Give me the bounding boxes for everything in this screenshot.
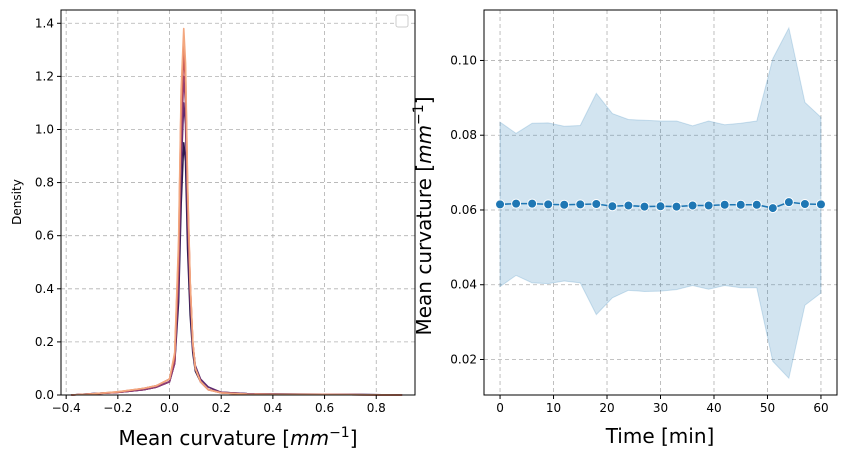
- data-point: [623, 200, 634, 211]
- kde-series-line: [71, 102, 403, 396]
- kde-x-axis-label: Mean curvature [mm−1]: [118, 425, 357, 450]
- kde-y-axis-label: Density: [10, 179, 24, 225]
- kde-density-plot: −0.4 −0.2 0.0 0.2 0.4 0.6 0.8 0.0 0.2 0.4 0.6 0.8 1…: [10, 9, 416, 450]
- time-series-y-tick-label: 0.02: [450, 352, 477, 366]
- time-series-x-tick-label: 0: [496, 401, 504, 415]
- data-point: [543, 199, 554, 210]
- time-series-x-tick-label: 30: [653, 401, 668, 415]
- data-point: [719, 199, 730, 210]
- data-point: [527, 198, 538, 209]
- time-series-y-tick-label: 0.04: [450, 278, 477, 292]
- time-series-y-tick-label: 0.10: [450, 53, 477, 67]
- time-series-y-axis-label: Mean curvature [mm−1]: [411, 96, 436, 335]
- time-series-plot: 0 10 20 30 40 50 60 0.02 0.04 0.06 0.08 0.10 Time …: [411, 9, 838, 448]
- kde-series-line: [71, 27, 403, 396]
- kde-y-tick-label: 1.0: [35, 122, 54, 136]
- data-point: [783, 197, 794, 208]
- time-series-x-ticks: 0 10 20 30 40 50 60: [496, 395, 829, 415]
- time-series-x-tick-label: 10: [546, 401, 561, 415]
- time-series-x-tick-label: 60: [813, 401, 828, 415]
- kde-series-line: [71, 54, 403, 396]
- mean-curvature-markers: [495, 197, 826, 214]
- data-point: [751, 199, 762, 210]
- kde-curves: [71, 27, 403, 396]
- kde-y-tick-label: 1.2: [35, 69, 54, 83]
- kde-y-tick-label: 0.8: [35, 176, 54, 190]
- kde-grid: [61, 10, 415, 396]
- time-series-x-tick-label: 50: [760, 401, 775, 415]
- time-series-y-tick-label: 0.06: [450, 203, 477, 217]
- data-point: [687, 200, 698, 211]
- time-series-x-axis-label: Time [min]: [605, 424, 715, 448]
- data-point: [607, 201, 618, 212]
- kde-y-tick-label: 0.2: [35, 335, 54, 349]
- data-point: [815, 199, 826, 210]
- kde-x-tick-label: −0.2: [103, 401, 132, 415]
- kde-legend-box: [395, 14, 409, 28]
- kde-y-tick-label: 0.4: [35, 282, 54, 296]
- data-point: [655, 201, 666, 212]
- kde-axes-frame: [60, 9, 416, 396]
- time-series-x-tick-label: 20: [599, 401, 614, 415]
- data-point: [703, 200, 714, 211]
- time-series-y-tick-label: 0.08: [450, 128, 477, 142]
- kde-y-tick-label: 0.6: [35, 229, 54, 243]
- data-point: [511, 198, 522, 209]
- kde-y-tick-label: 0.0: [35, 388, 54, 402]
- kde-series-line: [71, 141, 403, 396]
- data-point: [559, 199, 570, 210]
- data-point: [735, 199, 746, 210]
- kde-y-tick-label: 1.4: [35, 16, 54, 30]
- data-point: [639, 201, 650, 212]
- kde-x-tick-label: 0.8: [367, 401, 386, 415]
- data-point: [591, 198, 602, 209]
- data-point: [799, 198, 810, 209]
- kde-x-tick-label: −0.4: [52, 401, 81, 415]
- kde-y-ticks: 0.0 0.2 0.4 0.6 0.8 1.0 1.2 1.4: [35, 16, 61, 402]
- kde-x-tick-label: 0.2: [212, 401, 231, 415]
- data-point: [495, 199, 506, 210]
- kde-x-tick-label: 0.4: [263, 401, 282, 415]
- time-series-y-ticks: 0.02 0.04 0.06 0.08 0.10: [450, 53, 484, 366]
- data-point: [767, 203, 778, 214]
- data-point: [671, 201, 682, 212]
- kde-x-tick-label: 0.6: [315, 401, 334, 415]
- kde-x-tick-label: 0.0: [160, 401, 179, 415]
- time-series-x-tick-label: 40: [706, 401, 721, 415]
- data-point: [575, 199, 586, 210]
- kde-x-ticks: −0.4 −0.2 0.0 0.2 0.4 0.6 0.8: [52, 395, 386, 415]
